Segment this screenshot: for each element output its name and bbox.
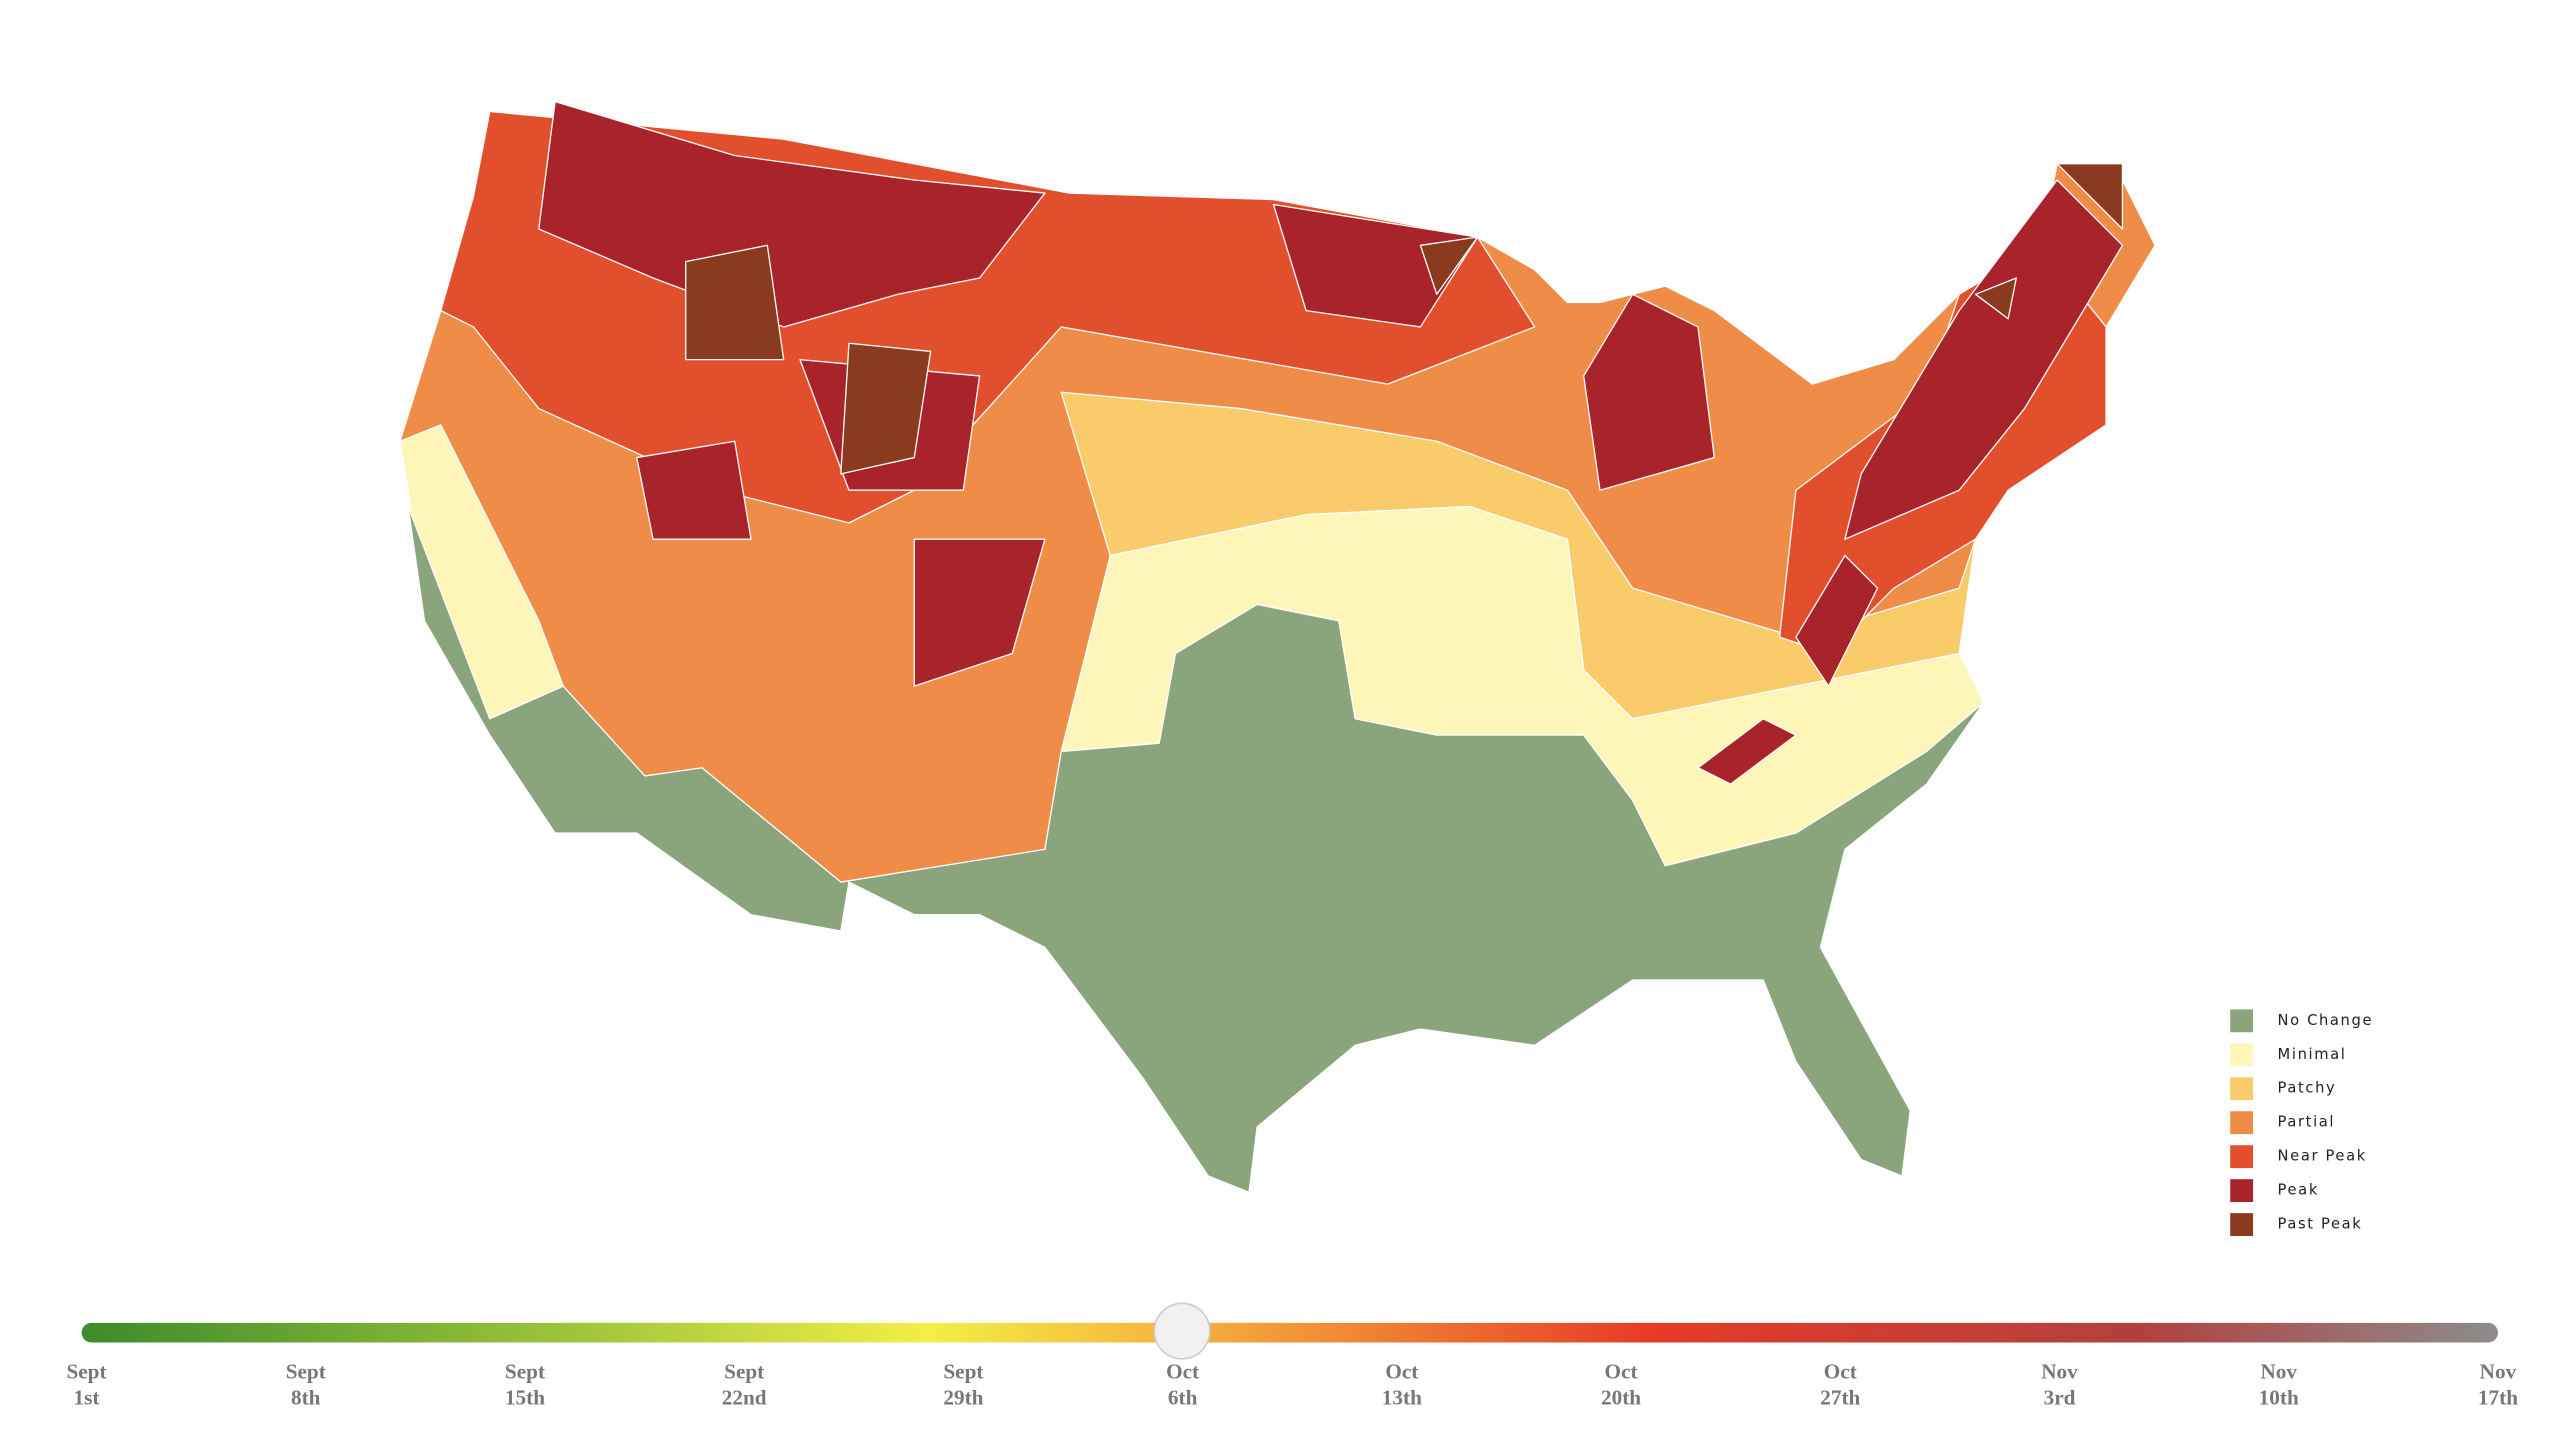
tick-day[interactable]: 10th <box>2259 1385 2299 1409</box>
us-map <box>399 100 2156 1193</box>
tick-month[interactable]: Sept <box>66 1359 106 1383</box>
tick-month[interactable]: Sept <box>943 1359 983 1383</box>
legend-label: Peak <box>2278 1182 2319 1199</box>
legend-swatch <box>2230 1179 2254 1203</box>
tick-day[interactable]: 27th <box>1820 1385 1860 1409</box>
region <box>1419 236 1479 295</box>
legend: No Change Minimal Patchy Partial Near Peak Pe… <box>2230 1009 2374 1237</box>
region <box>1697 718 1797 785</box>
tick-month[interactable]: Sept <box>505 1359 545 1383</box>
region <box>1272 203 1479 328</box>
legend-label: Patchy <box>2278 1080 2337 1097</box>
tick-day[interactable]: 13th <box>1382 1385 1422 1409</box>
legend-label: Minimal <box>2278 1046 2347 1063</box>
legend-swatch <box>2230 1077 2254 1101</box>
tick-day[interactable]: 22nd <box>722 1385 767 1409</box>
tick-month[interactable]: Oct <box>1605 1359 1638 1383</box>
tick-month[interactable]: Oct <box>1385 1359 1418 1383</box>
legend-swatch <box>2230 1145 2254 1169</box>
legend-swatch <box>2230 1111 2254 1135</box>
region <box>407 505 1985 1193</box>
timeline-thumb[interactable] <box>1153 1302 1211 1360</box>
region <box>2056 163 2124 230</box>
tick-month[interactable]: Oct <box>1824 1359 1857 1383</box>
tick-day[interactable]: 3rd <box>2044 1385 2076 1409</box>
region <box>840 342 932 475</box>
tick-month[interactable]: Nov <box>2041 1359 2078 1383</box>
legend-swatch <box>2230 1009 2254 1033</box>
legend-label: Partial <box>2278 1114 2336 1131</box>
tick-month[interactable]: Sept <box>286 1359 326 1383</box>
tick-day[interactable]: 20th <box>1601 1385 1641 1409</box>
legend-label: No Change <box>2278 1012 2374 1029</box>
legend-label: Past Peak <box>2278 1216 2363 1233</box>
region <box>685 244 785 361</box>
region <box>1844 179 2124 540</box>
tick-day[interactable]: 6th <box>1168 1385 1198 1409</box>
tick-day[interactable]: 8th <box>291 1385 321 1409</box>
timeline-track <box>81 1322 2498 1343</box>
tick-month[interactable]: Nov <box>2260 1359 2297 1383</box>
timeline-ticks: Sept1stSept8thSept15thSept22ndSept29thOc… <box>66 1359 2518 1409</box>
region <box>636 440 752 540</box>
legend-swatch <box>2230 1043 2254 1067</box>
region <box>538 100 1046 328</box>
tick-day[interactable]: 15th <box>505 1385 545 1409</box>
legend-label: Near Peak <box>2278 1148 2367 1165</box>
tick-month[interactable]: Nov <box>2480 1359 2517 1383</box>
tick-month[interactable]: Oct <box>1166 1359 1199 1383</box>
legend-swatch <box>2230 1213 2254 1237</box>
tick-day[interactable]: 17th <box>2478 1385 2518 1409</box>
tick-month[interactable]: Sept <box>724 1359 764 1383</box>
tick-day[interactable]: 1st <box>74 1385 100 1409</box>
region <box>1795 554 1879 687</box>
region <box>913 538 1046 687</box>
region <box>1583 293 1715 491</box>
region <box>1974 277 2017 320</box>
tick-day[interactable]: 29th <box>943 1385 983 1409</box>
